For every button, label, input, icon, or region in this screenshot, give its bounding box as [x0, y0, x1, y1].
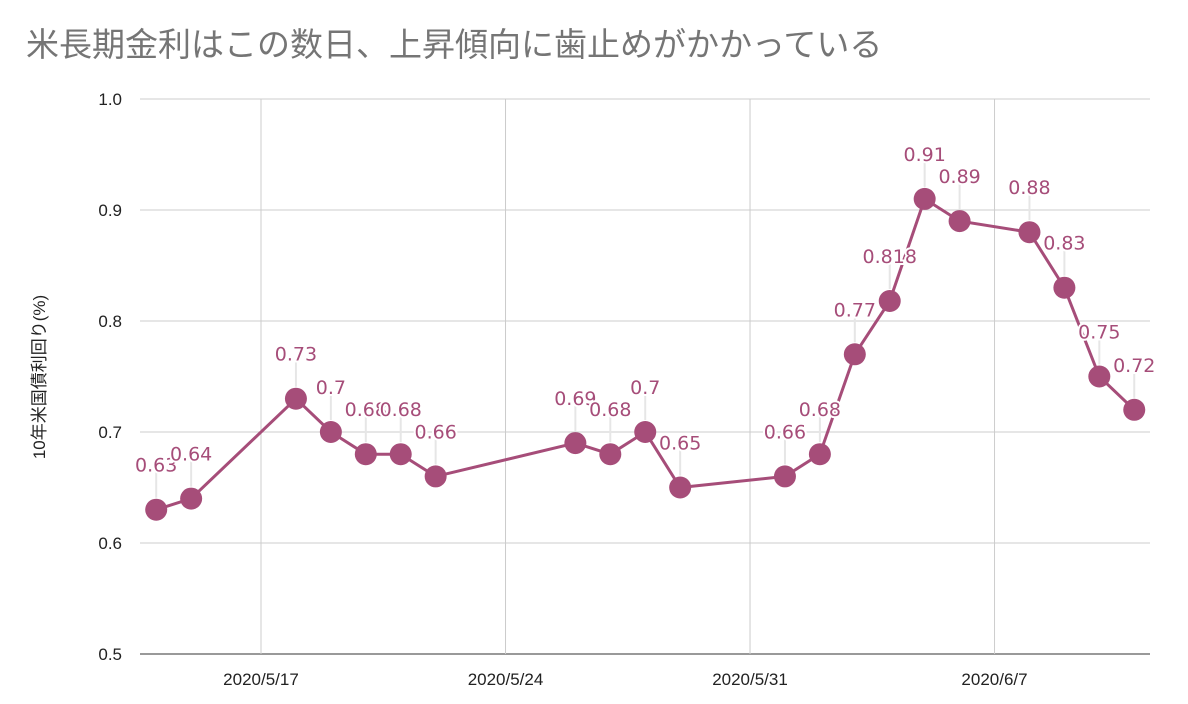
- data-point: [180, 487, 203, 510]
- x-tick-label: 2020/5/31: [712, 670, 788, 689]
- data-point: [1018, 221, 1041, 244]
- y-axis-label: 10年米国債利回り(%): [30, 295, 49, 459]
- chart-title: 米長期金利はこの数日、上昇傾向に歯止めがかかっている: [26, 25, 883, 64]
- data-label: 0.7: [316, 377, 346, 399]
- data-point: [669, 476, 692, 499]
- data-point: [354, 443, 377, 466]
- y-tick-label: 0.9: [98, 201, 122, 220]
- data-point: [913, 187, 936, 210]
- data-point: [634, 421, 657, 443]
- data-label: 0.77: [834, 299, 876, 321]
- x-tick-label: 2020/5/17: [223, 670, 299, 689]
- data-label: 0.91: [904, 144, 946, 166]
- data-label: 0.83: [1043, 233, 1085, 255]
- data-label: 0.68: [380, 399, 422, 421]
- data-point: [843, 343, 866, 366]
- y-tick-label: 1.0: [98, 90, 122, 109]
- data-point: [1088, 365, 1111, 388]
- data-label: 0.68: [345, 399, 387, 421]
- data-point: [1053, 276, 1076, 299]
- data-label: 0.69: [554, 388, 596, 410]
- x-tick-label: 2020/5/24: [468, 670, 544, 689]
- y-tick-label: 0.6: [98, 534, 122, 553]
- data-point: [1123, 398, 1146, 421]
- data-label: 0.818: [863, 246, 917, 268]
- data-point: [773, 465, 796, 488]
- data-label: 0.75: [1078, 322, 1120, 344]
- data-label: 0.73: [275, 344, 317, 366]
- x-tick-label: 2020/6/7: [961, 670, 1027, 689]
- y-tick-label: 0.8: [98, 312, 122, 331]
- data-label: 0.68: [589, 399, 631, 421]
- y-tick-label: 0.5: [98, 645, 122, 664]
- data-label: 0.65: [659, 433, 701, 455]
- data-label: 0.66: [414, 421, 456, 443]
- data-label: 0.66: [764, 421, 806, 443]
- data-point: [389, 443, 412, 466]
- data-label: 0.63: [135, 455, 177, 477]
- data-point: [599, 443, 622, 466]
- data-point: [284, 387, 307, 410]
- data-label: 0.64: [170, 444, 212, 466]
- data-label: 0.7: [630, 377, 660, 399]
- data-label: 0.88: [1008, 177, 1050, 199]
- data-point: [878, 290, 901, 313]
- data-point: [424, 465, 447, 488]
- data-label: 0.72: [1113, 355, 1155, 377]
- data-label: 0.68: [799, 399, 841, 421]
- data-point: [564, 432, 587, 455]
- data-point: [319, 421, 342, 443]
- data-point: [808, 443, 831, 466]
- data-point: [145, 498, 168, 521]
- y-tick-label: 0.7: [98, 423, 122, 442]
- data-label: 0.89: [938, 166, 980, 188]
- data-point: [948, 210, 971, 233]
